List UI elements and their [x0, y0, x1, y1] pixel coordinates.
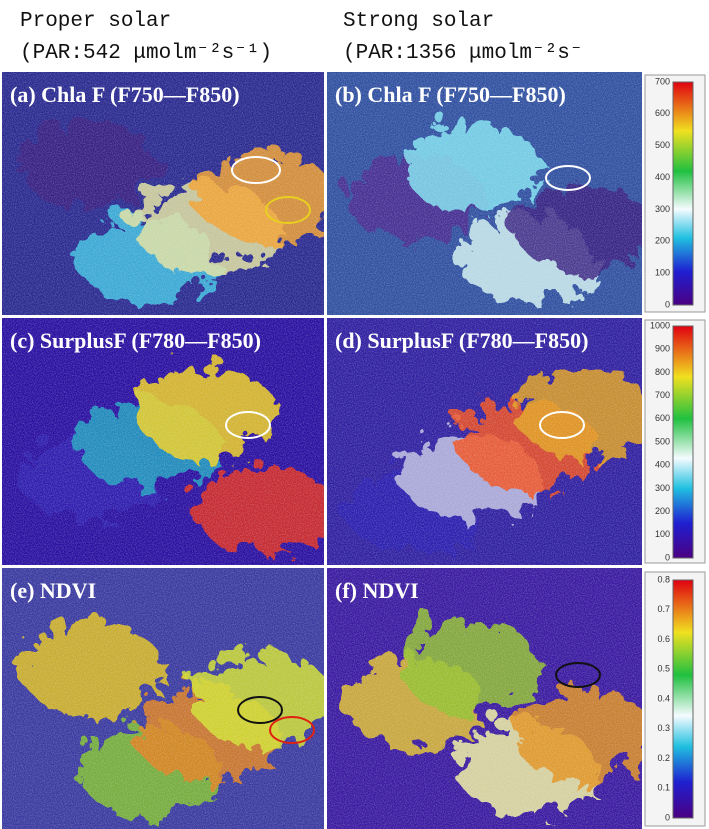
panel-content — [2, 318, 327, 565]
panel-content — [327, 568, 645, 829]
panel-label: (f) NDVI — [335, 578, 419, 603]
panel-content — [2, 72, 327, 315]
image-panel: (b) Chla F (F750—F850) — [327, 72, 645, 315]
noise — [2, 318, 324, 565]
image-panel: (f) NDVI — [327, 568, 645, 829]
panel-label: (d) SurplusF (F780—F850) — [335, 328, 588, 353]
noise — [327, 72, 642, 315]
colorbar-tick-label: 300 — [655, 204, 670, 214]
panel-content — [327, 72, 645, 315]
colorbar-tick-label: 0.2 — [657, 753, 670, 763]
figure: Proper solar (PAR:542 μmolm⁻²s⁻¹) Strong… — [0, 0, 709, 829]
colorbar-tick-label: 100 — [655, 268, 670, 278]
panel-label: (a) Chla F (F750—F850) — [10, 82, 240, 107]
colorbar-tick-label: 500 — [655, 436, 670, 446]
image-panel: (c) SurplusF (F780—F850) — [2, 318, 327, 565]
colorbar-tick-label: 800 — [655, 367, 670, 377]
image-panel: (a) Chla F (F750—F850) — [2, 72, 327, 315]
noise — [327, 568, 642, 829]
colorbar-tick-label: 100 — [655, 529, 670, 539]
colorbar-tick-label: 1000 — [650, 320, 670, 330]
column-title: Proper solar — [20, 10, 171, 33]
colorbar-tick-label: 0 — [665, 812, 670, 822]
colorbar-tick-label: 500 — [655, 140, 670, 150]
colorbar — [673, 580, 693, 818]
image-panel: (d) SurplusF (F780—F850) — [327, 318, 645, 565]
noise — [2, 568, 324, 829]
column-title: Strong solar — [343, 10, 494, 33]
colorbar-tick-label: 0.5 — [657, 664, 670, 674]
colorbar-tick-label: 900 — [655, 344, 670, 354]
colorbar-tick-label: 0.4 — [657, 693, 670, 703]
colorbar-tick-label: 700 — [655, 390, 670, 400]
colorbar-tick-label: 400 — [655, 172, 670, 182]
panel-label: (c) SurplusF (F780—F850) — [10, 328, 261, 353]
colorbar-tick-label: 200 — [655, 236, 670, 246]
panel-label: (e) NDVI — [10, 578, 96, 603]
colorbar-tick-label: 0.1 — [657, 783, 670, 793]
colorbar-tick-label: 700 — [655, 76, 670, 86]
panel-content — [327, 318, 645, 565]
colorbar — [673, 82, 693, 305]
colorbar-tick-label: 600 — [655, 108, 670, 118]
colorbars: 7006005004003002001000100090080070060050… — [645, 75, 705, 826]
image-panel: (e) NDVI — [2, 568, 327, 829]
noise — [2, 72, 324, 315]
colorbar — [673, 326, 693, 558]
panel-label: (b) Chla F (F750—F850) — [335, 82, 566, 107]
colorbar-tick-label: 0.7 — [657, 604, 670, 614]
column-subtitle: (PAR:542 μmolm⁻²s⁻¹) — [20, 42, 272, 65]
colorbar-tick-label: 0 — [665, 552, 670, 562]
colorbar-tick-label: 0 — [665, 299, 670, 309]
colorbar-tick-label: 300 — [655, 483, 670, 493]
panels: (a) Chla F (F750—F850) (b) Chla F (F750—F… — [2, 72, 645, 829]
colorbar-tick-label: 600 — [655, 413, 670, 423]
colorbar-tick-label: 0.8 — [657, 574, 670, 584]
panel-content — [2, 568, 327, 829]
colorbar-tick-label: 0.6 — [657, 634, 670, 644]
colorbar-tick-label: 200 — [655, 506, 670, 516]
noise — [327, 318, 642, 565]
colorbar-tick-label: 400 — [655, 460, 670, 470]
column-subtitle: (PAR:1356 μmolm⁻²s⁻ — [343, 42, 583, 65]
colorbar-tick-label: 0.3 — [657, 723, 670, 733]
